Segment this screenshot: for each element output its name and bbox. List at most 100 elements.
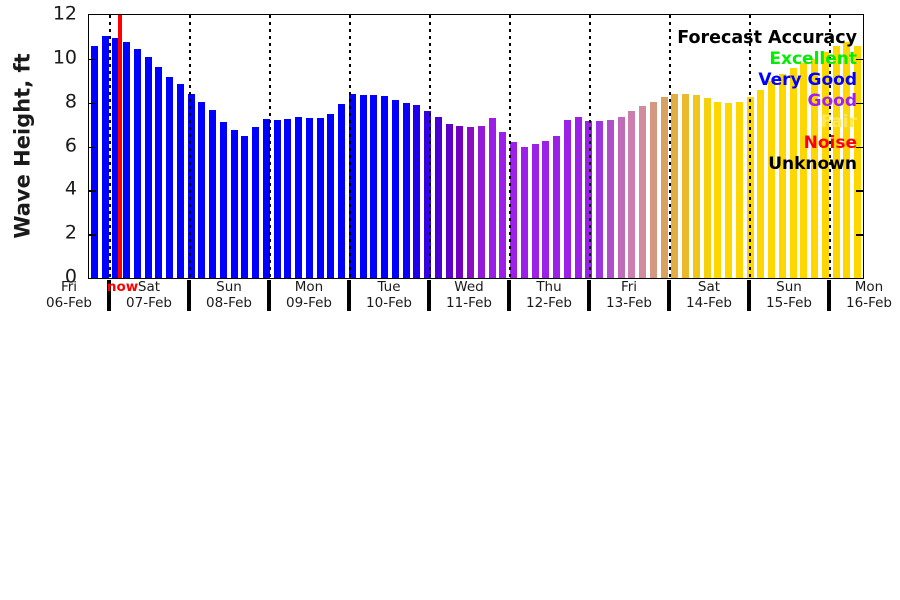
x-axis-day-cell: Sat 07-Feb: [109, 279, 189, 315]
bar: [843, 42, 851, 278]
now-marker-line: [117, 15, 122, 278]
bar: [477, 125, 485, 278]
y-tick-mark: [89, 190, 96, 192]
bar: [553, 135, 561, 278]
bar: [424, 111, 432, 278]
bar: [488, 118, 496, 278]
x-axis-day-cell: Sat 14-Feb: [669, 279, 749, 315]
bar: [832, 45, 840, 278]
y-axis-title-text: Wave Height, ft: [11, 53, 35, 239]
x-axis-day-of-week: Fri: [620, 279, 638, 295]
bar: [445, 123, 453, 278]
x-axis-date: 08-Feb: [206, 295, 252, 312]
bar: [649, 101, 657, 278]
bar: [585, 121, 593, 278]
y-tick-label: 8: [64, 90, 77, 113]
y-tick-mark: [89, 146, 96, 148]
x-axis-date: 12-Feb: [526, 295, 572, 312]
bar: [273, 120, 281, 278]
bar: [209, 110, 217, 278]
y-tick-label: 12: [52, 2, 77, 25]
x-axis-day-separator: [107, 280, 111, 311]
bar: [413, 104, 421, 278]
bar: [316, 118, 324, 278]
y-tick-mark: [856, 190, 863, 192]
bar: [348, 93, 356, 278]
bar: [434, 116, 442, 278]
bars-layer: [89, 15, 863, 278]
bar: [123, 42, 131, 278]
bar: [574, 116, 582, 278]
x-axis-date: 07-Feb: [126, 295, 172, 312]
x-axis-date: 06-Feb: [46, 295, 92, 312]
bar: [628, 111, 636, 278]
now-marker-layer: [89, 15, 863, 278]
bar: [671, 93, 679, 278]
bar: [402, 102, 410, 278]
bar: [563, 120, 571, 278]
bar: [370, 95, 378, 278]
y-axis-tick-labels: 0 2 4 6 8 10 12: [40, 0, 82, 292]
x-axis-day-separator: [667, 280, 671, 311]
x-axis-day-cell: Sun 08-Feb: [189, 279, 269, 315]
bar: [499, 132, 507, 278]
bar: [617, 116, 625, 278]
bar: [800, 63, 808, 278]
bar: [144, 56, 152, 278]
bar: [703, 98, 711, 278]
y-tick-mark: [89, 102, 96, 105]
bar: [101, 35, 109, 278]
bar: [596, 121, 604, 278]
bar: [714, 101, 722, 278]
bar: [735, 101, 743, 278]
x-axis-day-cell: Mon 16-Feb: [829, 279, 900, 315]
x-axis-day-separator: [267, 280, 271, 311]
now-marker-label: now: [106, 279, 139, 295]
plot-area: Forecast Accuracy Excellent Very Good Good F…: [88, 14, 864, 279]
x-axis-day-of-week: Tue: [377, 279, 401, 295]
y-tick-label: 0: [64, 265, 77, 288]
x-axis-day-separator: [427, 280, 431, 311]
bar: [606, 120, 614, 278]
x-axis-day-of-week: Sun: [216, 279, 242, 295]
day-divider: [509, 15, 511, 278]
y-tick-mark: [856, 58, 863, 61]
x-axis-day-of-week: Thu: [536, 279, 562, 295]
bar: [187, 93, 195, 278]
y-axis-title: Wave Height, ft: [8, 14, 38, 278]
day-divider: [429, 15, 431, 278]
bar: [757, 89, 765, 278]
bar: [252, 126, 260, 278]
bar: [166, 77, 174, 278]
x-axis-day-cell: Wed 11-Feb: [429, 279, 509, 315]
bar: [391, 100, 399, 278]
bar: [510, 142, 518, 278]
x-axis-day-cell: Mon 09-Feb: [269, 279, 349, 315]
bar: [660, 97, 668, 278]
bar: [241, 135, 249, 278]
bar: [821, 52, 829, 278]
bar: [692, 95, 700, 278]
bar: [639, 105, 647, 278]
bar: [112, 38, 120, 278]
x-axis-day-separator: [347, 280, 351, 311]
x-axis-day-of-week: Wed: [454, 279, 484, 295]
bar: [284, 119, 292, 278]
bar: [381, 96, 389, 278]
x-axis-day-separator: [507, 280, 511, 311]
bar: [338, 103, 346, 278]
x-axis-date: 09-Feb: [286, 295, 332, 312]
bar: [155, 66, 163, 278]
x-axis-day-of-week: Sun: [776, 279, 802, 295]
day-divider: [829, 15, 831, 278]
x-axis-day-separator: [187, 280, 191, 311]
y-tick-mark: [856, 234, 863, 236]
day-divider: [189, 15, 191, 278]
bar: [359, 95, 367, 278]
x-axis-day-of-week: Sat: [137, 279, 161, 295]
y-tick-mark: [89, 234, 96, 236]
x-axis-date: 16-Feb: [846, 295, 892, 312]
bar: [520, 146, 528, 278]
x-axis-day-band: Fri 06-Feb Sat 07-Feb Sun 08-Feb Mon 09-Feb Tue 1…: [46, 279, 892, 315]
day-divider: [669, 15, 671, 278]
